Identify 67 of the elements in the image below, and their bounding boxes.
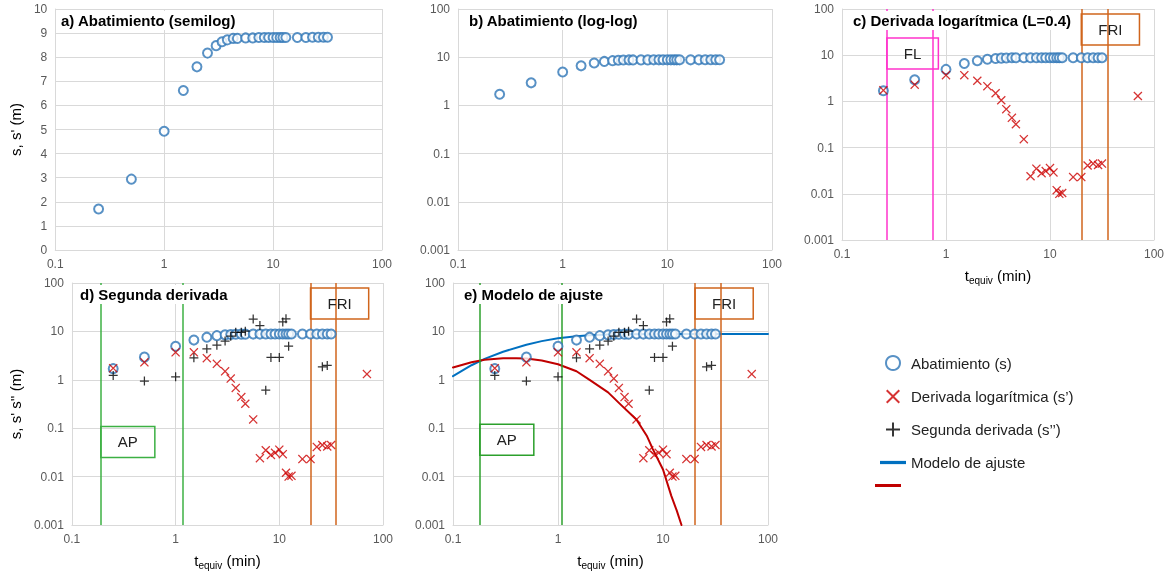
chart-title: c) Derivada logarítmica (L=0.4) bbox=[853, 12, 1071, 29]
y-tick-label: 10 bbox=[50, 324, 65, 339]
y-tick-label: 0.01 bbox=[40, 469, 65, 484]
x-tick-label: 0.1 bbox=[449, 257, 467, 271]
chart-title: e) Modelo de ajuste bbox=[464, 286, 604, 303]
y-tick-label: 2 bbox=[40, 194, 48, 209]
y-tick-label: 1 bbox=[443, 98, 451, 113]
y-tick-label: 0.1 bbox=[817, 140, 835, 155]
x-tick-label: 100 bbox=[372, 532, 394, 546]
y-axis-title: s, s' s'' (m) bbox=[7, 368, 24, 440]
x-tick-label: 1 bbox=[559, 257, 567, 271]
y-tick-label: 0.01 bbox=[810, 186, 835, 201]
legend-label: Derivada logarítmica (s’) bbox=[911, 388, 1074, 405]
x-tick-label: 1 bbox=[554, 532, 562, 546]
y-tick-label: 0.1 bbox=[428, 421, 446, 436]
y-tick-label: 10 bbox=[431, 324, 446, 339]
y-tick-label: 7 bbox=[40, 74, 48, 89]
y-tick-label: 6 bbox=[40, 98, 48, 113]
x-tick-label: 1 bbox=[160, 257, 168, 271]
x-tick-label: 1 bbox=[942, 247, 950, 261]
y-tick-label: 0.1 bbox=[433, 146, 451, 161]
x-tick-label: 100 bbox=[371, 257, 393, 271]
y-tick-label: 0.001 bbox=[33, 518, 65, 532]
annotation: AP bbox=[117, 433, 138, 451]
y-tick-label: 100 bbox=[43, 276, 65, 290]
y-tick-label: 0.001 bbox=[414, 518, 446, 532]
x-tick-label: 10 bbox=[272, 532, 287, 546]
chart-title: d) Segunda derivada bbox=[80, 286, 229, 303]
y-tick-label: 4 bbox=[40, 146, 48, 161]
x-tick-label: 10 bbox=[656, 532, 670, 546]
y-tick-label: 100 bbox=[813, 2, 835, 16]
x-tick-label: 1 bbox=[172, 532, 180, 546]
y-tick-label: 0.001 bbox=[419, 243, 451, 257]
y-tick-label: 0.1 bbox=[47, 421, 65, 436]
y-tick-label: 100 bbox=[429, 2, 451, 16]
y-tick-label: 0.01 bbox=[421, 469, 446, 484]
x-tick-label: 0.1 bbox=[833, 247, 851, 261]
chart-title: b) Abatimiento (log-log) bbox=[469, 12, 638, 29]
y-tick-label: 10 bbox=[33, 2, 48, 16]
legend-label: Abatimiento (s) bbox=[911, 354, 1012, 372]
y-axis-title: s, s' (m) bbox=[7, 103, 24, 156]
y-tick-label: 1 bbox=[57, 372, 65, 387]
legend-label: Modelo de ajuste bbox=[911, 454, 1026, 471]
chart-title: a) Abatimiento (semilog) bbox=[61, 12, 236, 29]
x-tick-label: 0.1 bbox=[63, 532, 81, 546]
x-tick-label: 100 bbox=[1143, 247, 1165, 261]
annotation: FL bbox=[903, 44, 922, 62]
y-tick-label: 1 bbox=[827, 94, 835, 109]
y-tick-label: 3 bbox=[40, 170, 48, 185]
y-tick-label: 1 bbox=[40, 218, 48, 233]
y-tick-label: 10 bbox=[436, 50, 451, 65]
y-tick-label: 5 bbox=[40, 122, 48, 137]
y-tick-label: 8 bbox=[40, 50, 48, 65]
y-tick-label: 10 bbox=[820, 48, 835, 63]
y-tick-label: 9 bbox=[40, 26, 48, 41]
y-tick-label: 1 bbox=[438, 372, 446, 387]
x-tick-label: 100 bbox=[757, 532, 779, 546]
x-tick-label: 10 bbox=[1043, 247, 1057, 261]
y-tick-label: 0.001 bbox=[803, 233, 835, 247]
annotation: AP bbox=[496, 431, 517, 449]
y-tick-label: 0.01 bbox=[426, 194, 451, 209]
y-tick-label: 0 bbox=[40, 243, 48, 257]
x-tick-label: 10 bbox=[660, 257, 675, 271]
x-tick-label: 10 bbox=[266, 257, 281, 271]
y-tick-label: 100 bbox=[424, 276, 446, 290]
legend-label: Segunda derivada (s’’) bbox=[911, 421, 1061, 438]
x-tick-label: 100 bbox=[761, 257, 783, 271]
